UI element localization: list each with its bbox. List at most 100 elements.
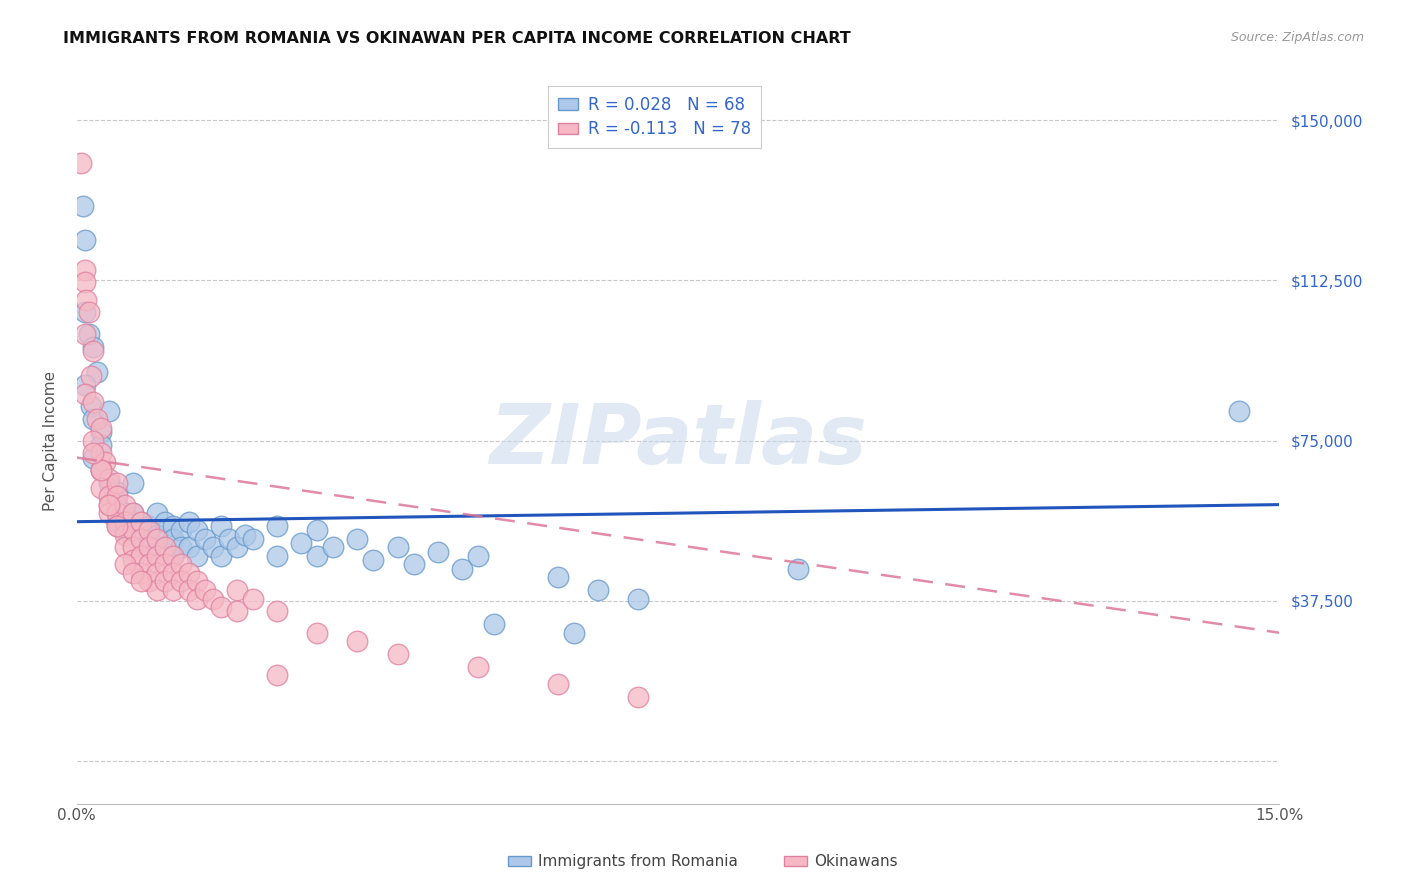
Point (177, 582, 200, 597)
Point (146, 566, 169, 580)
Point (82, 395, 104, 409)
Point (547, 677, 569, 691)
Point (346, 532, 368, 546)
Point (226, 541, 249, 555)
Point (387, 541, 409, 555)
Point (266, 604, 288, 618)
Point (122, 541, 145, 555)
Point (194, 582, 217, 597)
Point (1227, 403, 1250, 417)
Point (122, 553, 145, 567)
Point (97, 498, 120, 512)
Point (162, 566, 184, 580)
Point (467, 549, 489, 563)
Point (105, 498, 128, 512)
Point (77, 326, 100, 341)
Point (266, 668, 288, 682)
Point (170, 558, 193, 572)
Point (82, 340, 104, 354)
Point (90, 481, 112, 495)
Point (73, 378, 96, 392)
Point (105, 519, 128, 533)
Point (209, 519, 232, 533)
Point (266, 549, 288, 563)
Point (146, 582, 169, 597)
Point (194, 532, 217, 546)
Point (122, 523, 145, 537)
Point (97, 472, 120, 486)
Point (186, 549, 208, 563)
Point (426, 544, 449, 558)
Point (153, 558, 176, 572)
Point (322, 541, 344, 555)
Point (86, 412, 108, 426)
Point (307, 523, 329, 537)
Point (72, 198, 94, 212)
Point (162, 582, 184, 597)
Point (129, 532, 152, 546)
Point (186, 574, 208, 589)
Point (186, 523, 208, 537)
Point (97, 489, 120, 503)
Point (586, 582, 609, 597)
Point (129, 574, 152, 589)
Point (90, 463, 112, 477)
Point (467, 660, 489, 674)
Point (450, 562, 472, 576)
Point (97, 506, 120, 520)
Point (114, 506, 136, 520)
Point (80, 400, 103, 414)
Point (627, 690, 650, 704)
Point (153, 541, 176, 555)
Point (146, 506, 169, 520)
Point (97, 476, 120, 491)
Point (242, 591, 264, 606)
Text: ZIPatlas: ZIPatlas (489, 400, 868, 481)
Point (138, 541, 160, 555)
Point (562, 625, 585, 640)
Point (307, 549, 329, 563)
Point (233, 527, 256, 541)
Point (80, 369, 103, 384)
Point (105, 489, 128, 503)
Point (90, 463, 112, 477)
Point (162, 549, 184, 563)
Point (82, 412, 104, 426)
Point (82, 450, 104, 465)
Point (97, 498, 120, 512)
Point (82, 343, 104, 358)
Y-axis label: Per Capita Income: Per Capita Income (44, 370, 58, 510)
Point (186, 591, 208, 606)
Point (114, 498, 136, 512)
Point (114, 523, 136, 537)
Point (122, 523, 145, 537)
Point (73, 233, 96, 247)
Point (177, 566, 200, 580)
Point (97, 403, 120, 417)
Point (129, 515, 152, 529)
Point (73, 276, 96, 290)
Point (105, 484, 128, 499)
Point (218, 532, 240, 546)
Point (162, 532, 184, 546)
Point (547, 570, 569, 584)
Point (129, 549, 152, 563)
Point (129, 566, 152, 580)
Point (114, 558, 136, 572)
Point (363, 553, 385, 567)
Point (77, 305, 100, 319)
Point (94, 455, 117, 469)
Point (70, 156, 93, 170)
Point (242, 532, 264, 546)
Point (76, 293, 98, 307)
Point (90, 446, 112, 460)
Point (307, 625, 329, 640)
Text: Source: ZipAtlas.com: Source: ZipAtlas.com (1230, 31, 1364, 45)
Point (129, 532, 152, 546)
Point (146, 527, 169, 541)
Point (73, 305, 96, 319)
Point (90, 463, 112, 477)
Point (122, 476, 145, 491)
Point (73, 326, 96, 341)
Legend: Immigrants from Romania, Okinawans: Immigrants from Romania, Okinawans (502, 848, 904, 875)
